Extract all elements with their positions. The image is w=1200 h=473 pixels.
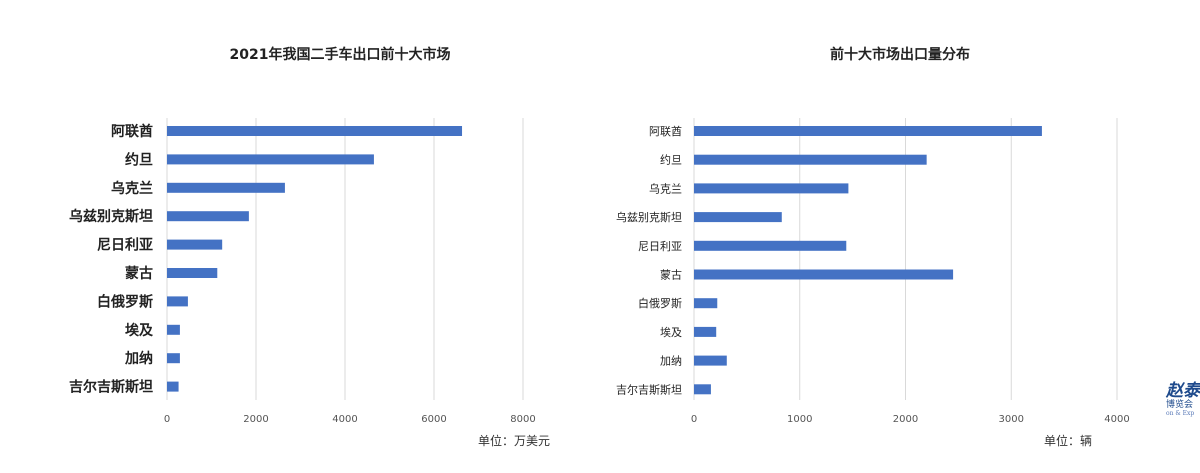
bar [694,183,849,194]
chart-panel-value: 2021年我国二手车出口前十大市场 0 2000 4000 6000 8000 阿联酋约旦… [69,47,551,448]
category-label: 乌兹别克斯坦 [69,208,153,225]
category-label: 约旦 [125,151,153,168]
x-tick-label: 3000 [999,414,1024,425]
x-tick-label: 1000 [787,414,812,425]
x-tick-label: 2000 [243,414,268,425]
category-label: 乌克兰 [649,181,682,195]
watermark-logo: 赵泰 博览会 on & Exp [1166,382,1200,454]
bar [167,296,188,307]
bar [694,355,727,366]
bar [167,211,249,222]
chart-title: 2021年我国二手车出口前十大市场 [229,47,451,63]
category-label: 尼日利亚 [638,240,682,253]
bar [694,126,1042,136]
bar [694,240,847,251]
bar [167,239,223,250]
bar [167,324,180,335]
bar [694,298,718,309]
category-label: 吉尔吉斯斯坦 [69,379,153,396]
x-tick-label: 0 [164,414,170,425]
bar [167,154,374,165]
category-label: 阿联酋 [649,124,682,138]
category-label: 约旦 [660,154,682,167]
category-label: 加纳 [124,350,153,367]
category-label: 阿联酋 [111,123,153,140]
category-label: 埃及 [660,325,682,339]
x-tick-label: 4000 [332,414,357,425]
category-label: 蒙古 [660,268,682,281]
bar [167,182,285,193]
x-tick-label: 0 [691,414,697,425]
unit-label: 单位：辆 [1044,434,1093,448]
bar [694,326,717,337]
category-label: 白俄罗斯 [638,296,682,310]
bar [694,154,927,165]
watermark-sub: on & Exp [1166,409,1195,417]
bar [694,212,782,223]
bar [167,353,180,364]
x-tick-label: 8000 [510,414,535,425]
category-label: 白俄罗斯 [97,293,153,310]
x-tick-label: 6000 [421,414,446,425]
category-label: 蒙古 [125,265,153,282]
x-tick-label: 2000 [893,414,918,425]
bar [694,384,711,395]
category-label: 吉尔吉斯斯坦 [616,382,682,396]
bar-chart-volume: 0 1000 2000 3000 4000 阿联酋约旦乌克兰乌兹别克斯坦尼日利亚蒙古白俄罗… [616,118,1130,425]
watermark-text: 博览会 [1166,399,1194,410]
bar-chart-value: 0 2000 4000 6000 8000 阿联酋约旦乌克兰乌兹别克斯坦尼日利亚蒙古白俄罗… [69,118,536,425]
category-label: 尼日利亚 [97,237,153,254]
bar [694,269,954,280]
chart-title: 前十大市场出口量分布 [830,47,970,63]
bar [167,381,179,392]
category-label: 乌兹别克斯坦 [616,210,682,224]
category-label: 埃及 [125,322,154,339]
category-label: 乌克兰 [111,180,153,197]
watermark-mark: 赵泰 [1166,381,1200,401]
unit-label: 单位：万美元 [478,434,551,448]
bar [167,126,463,136]
category-label: 加纳 [660,355,682,368]
x-tick-label: 4000 [1104,414,1129,425]
bar [167,268,218,278]
chart-panel-volume: 前十大市场出口量分布 0 1000 2000 3000 4000 阿联酋约旦乌克兰乌兹别克… [600,0,1160,473]
